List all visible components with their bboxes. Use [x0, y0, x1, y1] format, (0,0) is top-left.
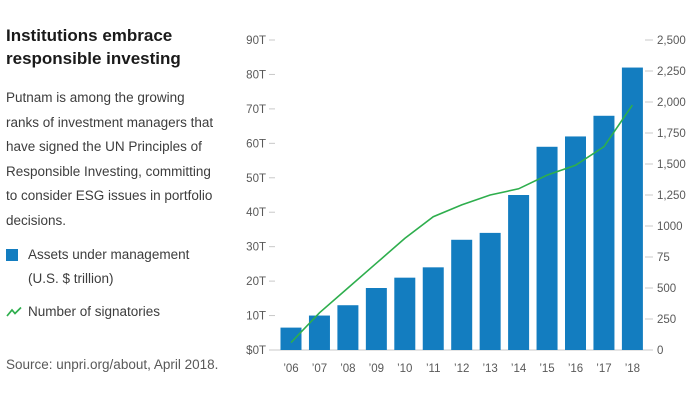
bar-’08 [337, 305, 359, 350]
legend-item-aum: Assets under management (U.S. $ trillion… [6, 243, 242, 291]
title-line: responsible investing [6, 49, 181, 68]
right-axis-label: 2,250 [657, 66, 686, 78]
x-axis-label: ’09 [369, 363, 384, 375]
legend: Assets under management (U.S. $ trillion… [6, 243, 242, 333]
x-axis-label: ’07 [312, 363, 327, 375]
right-axis-label: 1,500 [657, 159, 686, 171]
text-panel: Institutions embrace responsible investi… [6, 24, 242, 233]
bar-’10 [394, 277, 416, 350]
left-axis-label: $60T [246, 138, 266, 150]
x-axis-label: ’18 [625, 363, 640, 375]
legend-label-line: Assets under management [28, 247, 190, 262]
description-line: Responsible Investing, committing [6, 163, 211, 179]
title-line: Institutions embrace [6, 26, 173, 45]
bar-’11 [422, 267, 444, 350]
x-axis-label: ’10 [397, 363, 412, 375]
left-axis-label: $20T [246, 276, 266, 288]
left-axis-label: $30T [246, 242, 266, 254]
signatories-line [290, 104, 634, 344]
left-axis-label: $80T [246, 69, 266, 81]
right-axis-label: 2,500 [657, 35, 686, 47]
x-axis-label: ’15 [539, 363, 554, 375]
description-line: Putnam is among the growing [6, 90, 185, 105]
bar-series-swatch-icon [6, 249, 18, 261]
bar-’13 [479, 232, 501, 350]
legend-item-signatories: Number of signatories [6, 300, 242, 324]
bar-’06 [280, 327, 302, 350]
description-line: decisions. [6, 212, 67, 228]
chart-description: Putnam is among the growing ranks of inv… [6, 86, 242, 233]
right-axis-label: 2,000 [657, 97, 686, 109]
chart-title: Institutions embrace responsible investi… [6, 24, 242, 70]
x-axis-label: ’08 [340, 363, 355, 375]
bar-’17 [593, 115, 615, 351]
left-axis-label: $10T [246, 311, 266, 323]
x-axis-label: ’14 [511, 363, 527, 375]
legend-label-aum: Assets under management (U.S. $ trillion… [28, 243, 189, 291]
bar-’18 [621, 67, 643, 351]
x-axis-label: ’16 [568, 363, 583, 375]
bar-’16 [565, 136, 586, 350]
x-axis-label: ’11 [426, 363, 441, 375]
right-axis-label: 0 [657, 345, 663, 357]
bar-’12 [451, 239, 473, 350]
left-axis-label: $70T [246, 104, 266, 116]
x-axis-label: ’17 [596, 363, 611, 375]
bar-’15 [536, 146, 558, 350]
x-axis-label: ’12 [454, 363, 469, 375]
right-axis-label: 75 [657, 252, 670, 264]
right-axis-label: 500 [657, 283, 676, 295]
left-axis-label: $40T [246, 207, 266, 219]
bar-’09 [365, 288, 387, 350]
right-axis-label: 1,250 [657, 190, 686, 202]
chart-plot: $90T $80T $70T $60T $50T $40T $30T $20T $10T $0T 2… [246, 35, 686, 375]
description-line: ranks of investment managers that [6, 114, 214, 130]
left-axis-label: $0T [246, 345, 266, 357]
source-note: Source: unpri.org/about, April 2018. [6, 357, 219, 372]
right-axis-label: 1000 [657, 221, 683, 233]
left-axis-label: $50T [246, 173, 266, 185]
description-line: have signed the UN Principles of [6, 139, 202, 154]
right-axis-label: 250 [657, 314, 676, 326]
legend-label-signatories: Number of signatories [28, 304, 161, 319]
bar-’07 [308, 315, 330, 350]
right-axis-label: 1,750 [657, 128, 686, 140]
bar-’14 [508, 195, 530, 350]
legend-label-line: (U.S. $ trillion) [28, 271, 114, 286]
description-line: to consider ESG issues in portfolio [6, 188, 213, 203]
left-axis-label: $90T [246, 35, 266, 47]
x-axis-label: ’06 [283, 363, 298, 375]
x-axis-label: ’13 [482, 363, 497, 375]
line-series-zigzag-icon [6, 306, 22, 317]
